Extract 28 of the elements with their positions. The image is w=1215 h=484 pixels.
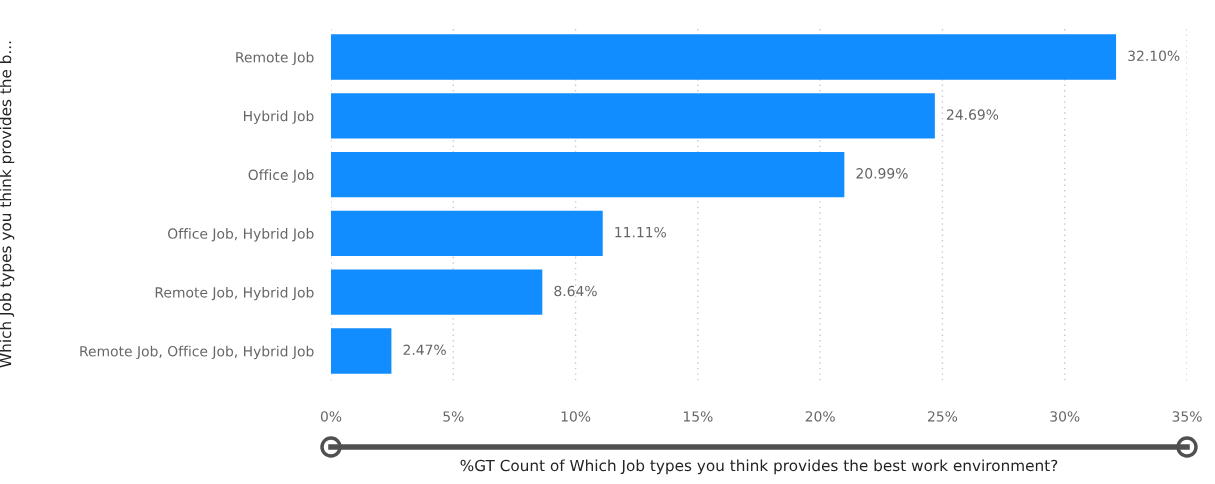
x-tick-label: 0% (320, 411, 342, 422)
y-tick-label: Hybrid Job (244, 110, 314, 124)
data-label: 24.69% (946, 109, 999, 120)
x-tick-label: 35% (1172, 411, 1202, 422)
y-tick-label: Office Job (248, 169, 314, 183)
x-tick-label: 25% (928, 411, 958, 422)
bar (331, 328, 392, 374)
bar (331, 93, 935, 139)
data-label: 2.47% (403, 344, 446, 356)
bar (331, 269, 543, 315)
x-tick-label: 20% (805, 411, 835, 422)
data-label: 11.11% (615, 226, 667, 238)
x-axis-title: %GT Count of Which Job types you think provides the best work environment? (460, 459, 1058, 475)
bar (331, 210, 603, 257)
bar (331, 151, 845, 198)
data-label: 32.10% (1128, 50, 1180, 62)
data-label: 20.99% (856, 168, 908, 179)
y-tick-label: Remote Job, Hybrid Job (155, 286, 314, 301)
bar (331, 34, 1117, 80)
x-tick-label: 15% (683, 411, 713, 422)
y-axis-title: Which Job types you think provides the b... (0, 41, 15, 368)
x-tick-label: 30% (1050, 411, 1080, 422)
data-label: 8.64% (554, 285, 597, 297)
y-tick-label: Remote Job, Office Job, Hybrid Job (80, 345, 314, 360)
y-tick-label: Office Job, Hybrid Job (168, 228, 314, 242)
x-tick-label: 10% (561, 411, 591, 422)
y-tick-label: Remote Job (236, 51, 314, 66)
x-tick-label: 5% (443, 411, 464, 422)
